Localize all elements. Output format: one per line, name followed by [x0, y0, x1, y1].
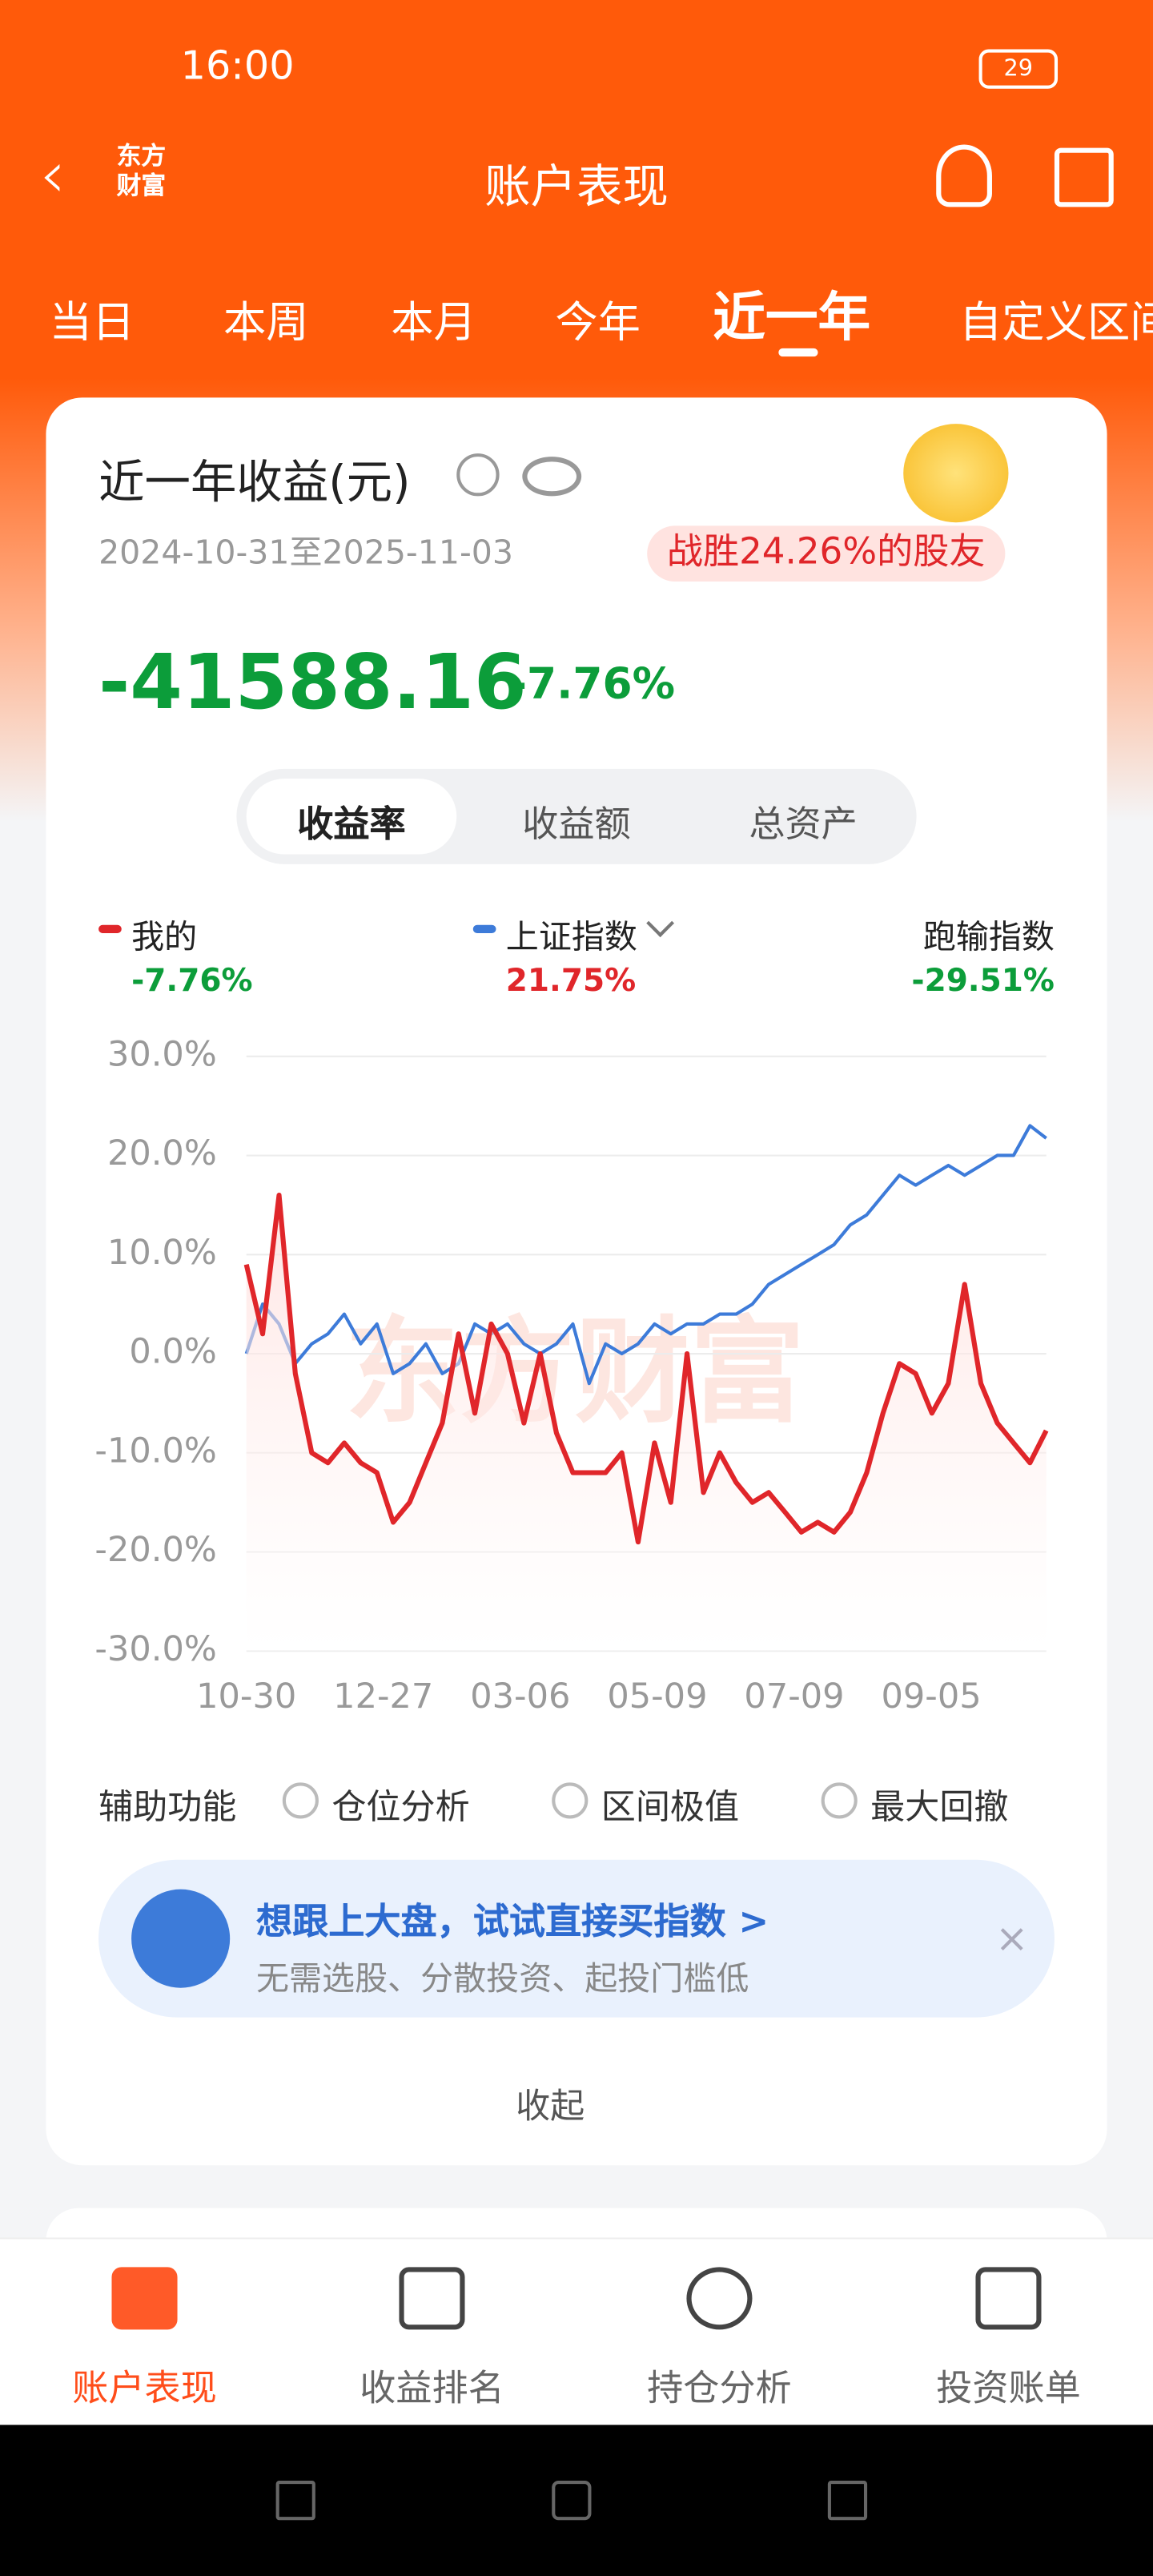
- tab[interactable]: 今年: [555, 299, 641, 348]
- x-tick-label: 10-30: [196, 1676, 296, 1717]
- share-icon[interactable]: [1054, 147, 1114, 207]
- segment-active: [246, 779, 457, 855]
- legend-swatch: [472, 924, 496, 933]
- date-range: 2024-10-31至2025-11-03: [98, 532, 513, 572]
- percent: -7.76%: [508, 660, 676, 710]
- y-tick-label: -10.0%: [94, 1431, 216, 1471]
- back[interactable]: ‹: [39, 138, 66, 214]
- nav-icon[interactable]: [399, 2267, 465, 2330]
- nav-label[interactable]: 持仓分析: [647, 2369, 792, 2410]
- tab[interactable]: 本月: [391, 299, 476, 348]
- tool-option[interactable]: 最大回撤: [870, 1787, 1009, 1827]
- radio[interactable]: [282, 1782, 319, 1819]
- card-title: 近一年收益(元): [98, 455, 411, 509]
- y-tick-label: -30.0%: [94, 1629, 216, 1669]
- radio[interactable]: [552, 1782, 589, 1819]
- system-button[interactable]: [827, 2481, 868, 2521]
- line: [243, 1193, 1049, 1545]
- eye-icon[interactable]: [522, 457, 582, 497]
- banner-title: 想跟上大盘，试试直接买指数 >: [255, 1902, 769, 1944]
- legend-swatch: [98, 924, 122, 933]
- tool-option[interactable]: 区间极值: [601, 1787, 740, 1827]
- tab[interactable]: 自定义区间: [958, 299, 1153, 348]
- y-tick-label: -20.0%: [94, 1530, 216, 1570]
- x-tick-label: 07-09: [744, 1676, 844, 1717]
- amount: -41588.16: [98, 637, 527, 727]
- tab[interactable]: 本周: [223, 299, 309, 348]
- logo: 东方财富: [116, 141, 167, 201]
- nav-icon[interactable]: [111, 2267, 178, 2330]
- legend-value: -7.76%: [131, 962, 253, 1000]
- nav-label[interactable]: 账户表现: [72, 2369, 217, 2410]
- tool-option[interactable]: 仓位分析: [331, 1787, 470, 1827]
- collapse[interactable]: 收起: [516, 2086, 585, 2127]
- area: [246, 1195, 1047, 1652]
- battery: 29: [978, 49, 1059, 89]
- nav-icon[interactable]: [975, 2267, 1042, 2330]
- info-icon[interactable]: [456, 453, 500, 497]
- banner-close[interactable]: ×: [995, 1915, 1029, 1962]
- segment[interactable]: 收益额: [522, 804, 631, 847]
- tab-indicator: [778, 348, 818, 357]
- x-tick-label: 12-27: [333, 1676, 433, 1717]
- emoji: [903, 424, 1009, 523]
- banner-subtitle: 无需选股、分散投资、起投门槛低: [255, 1958, 749, 1998]
- y-tick-label: 10.0%: [107, 1233, 217, 1273]
- bottom-nav: [0, 2237, 1153, 2427]
- x-tick-label: 05-09: [607, 1676, 707, 1717]
- y-tick-label: 30.0%: [107, 1034, 217, 1074]
- page-title: 账户表现: [484, 159, 669, 214]
- x-tick-label: 03-06: [470, 1676, 570, 1717]
- x-tick-label: 09-05: [882, 1676, 982, 1717]
- nav-label[interactable]: 收益排名: [360, 2369, 504, 2410]
- nav-icon[interactable]: [686, 2267, 753, 2330]
- tools-label: 辅助功能: [98, 1787, 237, 1827]
- segment[interactable]: 收益率: [297, 804, 406, 847]
- system-button[interactable]: [552, 2481, 592, 2521]
- y-tick-label: 0.0%: [129, 1332, 216, 1372]
- user-icon[interactable]: [936, 144, 992, 207]
- legend-name: 上证指数: [505, 916, 637, 956]
- legend-value: 21.75%: [505, 962, 637, 1000]
- system-button[interactable]: [275, 2481, 315, 2521]
- tab[interactable]: 近一年: [713, 285, 871, 348]
- badge[interactable]: 战胜24.26%的股友: [647, 525, 1006, 582]
- segment[interactable]: 总资产: [749, 804, 858, 847]
- banner-icon: [131, 1889, 231, 1988]
- tab[interactable]: 当日: [49, 299, 135, 348]
- legend-name: 跑输指数: [922, 916, 1055, 956]
- legend-name: 我的: [131, 916, 198, 956]
- status-time: 16:00: [180, 42, 295, 89]
- y-tick-label: 20.0%: [107, 1133, 217, 1173]
- radio[interactable]: [821, 1782, 858, 1819]
- nav-label[interactable]: 投资账单: [936, 2369, 1081, 2410]
- legend-value: -29.51%: [911, 962, 1055, 1000]
- banner[interactable]: [98, 1859, 1055, 2018]
- system-bar: [0, 2425, 1153, 2576]
- line: [244, 1124, 1047, 1386]
